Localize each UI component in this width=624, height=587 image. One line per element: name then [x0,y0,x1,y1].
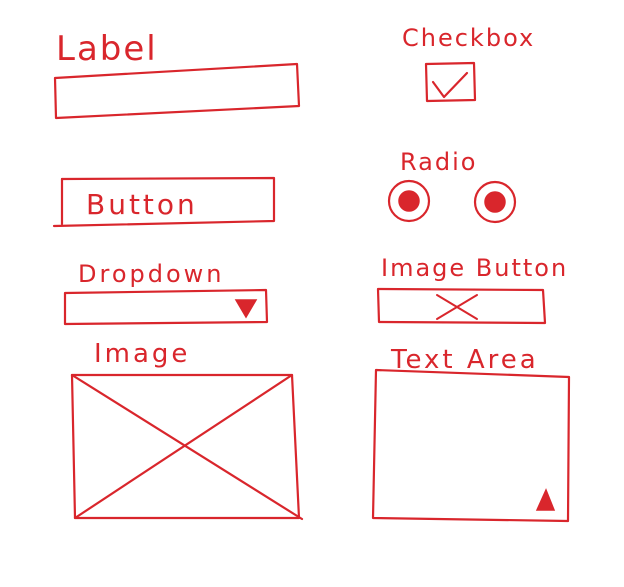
radio-heading: Radio [400,148,477,176]
button-label: Button [86,188,198,221]
checkbox-heading: Checkbox [402,24,535,52]
radio-ring [473,180,517,224]
text-area-heading: Text Area [390,345,539,375]
radio-option-2[interactable] [473,180,517,224]
image-button[interactable] [376,287,547,325]
image-heading: Image [94,339,190,369]
text-area[interactable] [371,368,571,523]
radio-dot [398,190,420,212]
radio-ring [387,179,431,223]
resize-grip-icon[interactable] [535,488,556,511]
cross-icon [436,294,478,320]
image-button-frame [376,287,547,325]
label-heading: Label [56,29,158,69]
button[interactable]: Button [52,176,276,228]
checkbox-box [424,61,477,103]
button-frame [52,176,276,228]
check-icon [431,71,469,99]
dropdown-heading: Dropdown [78,260,225,288]
text-area-frame [371,368,571,523]
triangle-down-icon [234,299,258,319]
label-text-field[interactable] [53,62,301,120]
dropdown[interactable] [63,288,269,326]
image-placeholder [70,373,304,521]
radio-dot [484,191,506,213]
radio-option-1[interactable] [387,179,431,223]
cross-icon [70,373,304,521]
dropdown-frame [63,288,269,326]
image-button-heading: Image Button [381,254,568,282]
checkbox[interactable] [424,61,477,103]
